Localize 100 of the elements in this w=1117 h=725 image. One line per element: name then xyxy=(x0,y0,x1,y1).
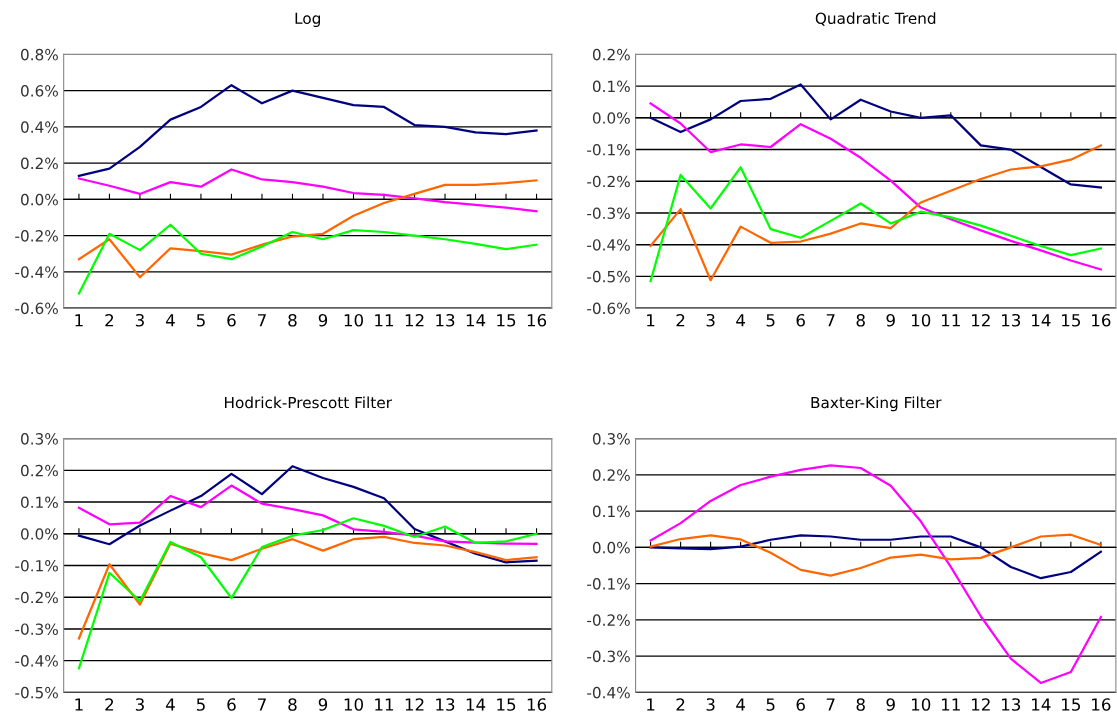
y-tick-label: -0.5% xyxy=(15,686,58,699)
x-tick-label: 1 xyxy=(75,698,83,711)
y-tick-label: -0.2% xyxy=(15,591,58,604)
y-tick-label: -0.3% xyxy=(15,623,58,635)
x-tick-label: 3 xyxy=(135,313,144,327)
x-tick-label: 5 xyxy=(196,314,205,327)
x-tick-label: 12 xyxy=(972,698,990,711)
x-tick-label: 5 xyxy=(196,698,205,711)
x-tick-label: 4 xyxy=(165,698,175,711)
x-tick-label: 1 xyxy=(75,314,83,327)
x-tick-label: 11 xyxy=(375,314,394,327)
x-tick-label: 14 xyxy=(466,698,486,711)
chart-title: Hodrick-Prescott Filter xyxy=(224,396,392,409)
line-series xyxy=(77,168,538,213)
x-tick-label: 16 xyxy=(1092,698,1111,711)
x-tick-label: 9 xyxy=(318,313,328,327)
line-series xyxy=(649,144,1102,282)
x-tick-label: 2 xyxy=(676,313,685,327)
line-series xyxy=(77,179,538,279)
x-tick-label: 2 xyxy=(676,698,685,711)
y-tick-label: -0.4% xyxy=(15,655,58,667)
y-tick-label: -0.6% xyxy=(15,302,58,315)
x-tick-label: 8 xyxy=(856,313,865,327)
x-tick-label: 15 xyxy=(497,698,516,711)
y-tick-label: 0.0% xyxy=(592,541,630,554)
x-tick-label: 11 xyxy=(375,698,394,711)
y-tick-label: 0.1% xyxy=(592,505,630,518)
x-tick-label: 13 xyxy=(1002,313,1021,327)
x-tick-label: 12 xyxy=(972,313,990,327)
x-tick-label: 7 xyxy=(826,698,835,711)
x-tick-label: 14 xyxy=(1032,314,1051,327)
y-tick-label: -0.1% xyxy=(587,578,630,590)
x-tick-label: 5 xyxy=(766,314,775,327)
chart-title: Log xyxy=(295,12,320,27)
y-tick-label: 0.0% xyxy=(21,193,58,206)
x-tick-label: 11 xyxy=(942,698,960,711)
line-series xyxy=(77,484,538,546)
x-tick-label: 8 xyxy=(856,698,865,711)
x-tick-label: 4 xyxy=(165,314,175,327)
y-tick-label: 0.2% xyxy=(21,157,58,170)
x-tick-label: 6 xyxy=(227,313,236,327)
x-tick-label: 11 xyxy=(942,314,960,327)
x-tick-label: 10 xyxy=(911,313,931,327)
line-series xyxy=(77,223,538,295)
x-tick-label: 9 xyxy=(886,698,895,711)
x-tick-label: 4 xyxy=(736,314,746,327)
line-series xyxy=(649,166,1102,283)
x-tick-label: 5 xyxy=(766,698,775,711)
y-tick-label: -0.2% xyxy=(15,230,58,242)
y-tick-label: 0.4% xyxy=(21,121,58,133)
x-tick-label: 8 xyxy=(288,313,297,327)
x-tick-label: 6 xyxy=(796,313,805,327)
y-tick-label: -0.3% xyxy=(587,207,630,219)
line-series xyxy=(77,465,538,564)
x-tick-label: 13 xyxy=(436,698,455,711)
x-tick-label: 13 xyxy=(436,313,455,327)
x-tick-label: 3 xyxy=(706,698,715,711)
line-series xyxy=(649,83,1102,189)
y-tick-label: -0.1% xyxy=(587,144,630,156)
y-tick-label: -0.6% xyxy=(587,302,630,315)
y-tick-label: 0.2% xyxy=(592,48,630,61)
x-tick-label: 15 xyxy=(1062,314,1080,327)
x-tick-label: 7 xyxy=(826,314,835,327)
chart-title: Quadratic Trend xyxy=(815,12,936,26)
x-tick-label: 14 xyxy=(466,314,486,327)
x-tick-label: 9 xyxy=(886,313,895,327)
x-tick-label: 2 xyxy=(105,313,114,327)
y-tick-label: 0.8% xyxy=(21,48,58,61)
y-tick-label: 0.6% xyxy=(21,85,58,97)
y-tick-label: 0.3% xyxy=(21,433,58,445)
chart-title: Baxter-King Filter xyxy=(811,396,942,412)
y-tick-label: -0.4% xyxy=(587,239,630,251)
y-tick-label: -0.4% xyxy=(15,266,58,278)
x-tick-label: 7 xyxy=(258,698,266,711)
x-tick-label: 3 xyxy=(706,313,715,327)
x-tick-label: 10 xyxy=(344,698,363,711)
y-tick-label: 0.0% xyxy=(592,112,630,124)
x-tick-label: 10 xyxy=(911,698,931,711)
y-tick-label: 0.0% xyxy=(21,528,58,540)
x-tick-label: 3 xyxy=(135,698,144,711)
x-tick-label: 10 xyxy=(344,313,363,327)
x-tick-label: 6 xyxy=(227,698,236,711)
x-tick-label: 14 xyxy=(1032,698,1051,711)
line-series xyxy=(77,517,538,670)
y-tick-label: 0.2% xyxy=(21,464,58,477)
line-series xyxy=(649,102,1102,271)
y-tick-label: 0.1% xyxy=(592,80,630,93)
y-tick-label: -0.4% xyxy=(587,686,630,699)
y-tick-label: 0.2% xyxy=(592,469,630,481)
x-tick-label: 2 xyxy=(105,698,114,711)
y-tick-label: 0.1% xyxy=(21,496,58,509)
x-tick-label: 12 xyxy=(405,313,424,327)
y-tick-label: 0.3% xyxy=(592,433,630,445)
x-tick-label: 16 xyxy=(1092,313,1111,327)
line-series xyxy=(77,84,538,177)
x-tick-label: 12 xyxy=(405,698,424,711)
y-tick-label: -0.1% xyxy=(15,559,58,572)
x-tick-label: 6 xyxy=(796,698,805,711)
x-tick-label: 15 xyxy=(1062,698,1080,711)
x-tick-label: 1 xyxy=(647,314,655,327)
